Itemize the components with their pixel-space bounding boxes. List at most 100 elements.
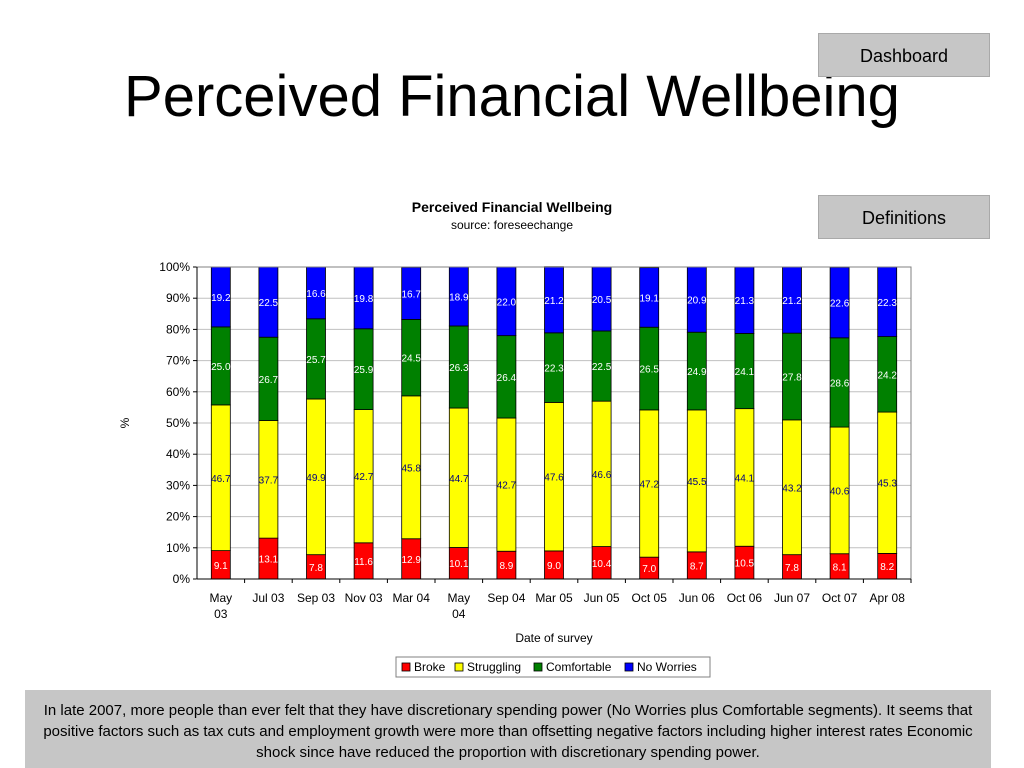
x-tick-label: Mar 04 — [393, 591, 431, 605]
stacked-bar-chart: Perceived Financial Wellbeing source: fo… — [118, 199, 912, 678]
x-tick-label: Jun 05 — [584, 591, 620, 605]
data-label-broke: 7.0 — [642, 564, 656, 575]
data-label-no-worries: 16.7 — [401, 289, 421, 300]
y-tick-label: 0% — [173, 572, 191, 586]
x-tick-label: May — [447, 591, 470, 605]
data-label-comfortable: 25.7 — [306, 355, 326, 366]
data-label-struggling: 46.7 — [211, 474, 231, 485]
commentary-box: In late 2007, more people than ever felt… — [25, 690, 991, 768]
data-label-struggling: 42.7 — [354, 472, 374, 483]
legend-swatch-struggling — [454, 662, 464, 672]
data-label-broke: 8.7 — [690, 561, 704, 572]
bar-segment-no-worries — [639, 267, 660, 328]
data-label-no-worries: 22.5 — [259, 298, 279, 309]
data-label-broke: 10.1 — [449, 559, 469, 570]
data-label-broke: 8.1 — [833, 562, 847, 573]
x-tick-label: Oct 05 — [632, 591, 668, 605]
data-label-no-worries: 19.8 — [354, 294, 374, 305]
data-label-struggling: 46.6 — [592, 470, 612, 481]
y-tick-label: 80% — [166, 322, 190, 336]
data-label-comfortable: 27.8 — [782, 373, 802, 384]
x-tick-label: Oct 06 — [727, 591, 763, 605]
y-tick-label: 20% — [166, 510, 190, 524]
data-label-broke: 8.2 — [880, 562, 894, 573]
data-label-struggling: 47.2 — [639, 480, 659, 491]
axes: 0% 10% 20% 30% 40% 50% 60% 70% 80% 90% 100% May 03 Ju… — [159, 260, 912, 621]
data-label-comfortable: 26.3 — [449, 363, 469, 374]
legend: Broke Struggling Comfortable No Worries — [395, 656, 711, 678]
data-label-struggling: 47.6 — [544, 473, 564, 484]
data-label-broke: 7.8 — [309, 563, 323, 574]
x-tick-label: 04 — [452, 607, 466, 621]
x-tick-label: Jul 03 — [252, 591, 284, 605]
legend-box — [395, 656, 711, 678]
x-tick-label: Sep 04 — [487, 591, 525, 605]
data-label-struggling: 44.7 — [449, 474, 469, 485]
data-label-comfortable: 24.2 — [877, 370, 897, 381]
data-label-broke: 9.0 — [547, 561, 561, 572]
y-tick-label: 30% — [166, 478, 190, 492]
x-tick-label: Jun 06 — [679, 591, 715, 605]
data-label-comfortable: 26.7 — [259, 375, 279, 386]
y-tick-label: 70% — [166, 354, 190, 368]
data-label-struggling: 42.7 — [497, 481, 517, 492]
data-label-comfortable: 28.6 — [830, 378, 850, 389]
data-label-broke: 10.5 — [735, 559, 755, 570]
y-tick-label: 60% — [166, 385, 190, 399]
data-label-broke: 12.9 — [401, 555, 421, 566]
data-label-no-worries: 22.6 — [830, 299, 850, 310]
definitions-button[interactable]: Definitions — [818, 195, 990, 239]
data-label-comfortable: 22.5 — [592, 362, 612, 373]
data-label-comfortable: 24.1 — [735, 367, 755, 378]
chart-title: Perceived Financial Wellbeing — [412, 199, 612, 215]
x-tick-label: Mar 05 — [535, 591, 573, 605]
y-tick-label: 100% — [159, 260, 190, 274]
legend-label-broke: Broke — [414, 660, 446, 674]
commentary-text: In late 2007, more people than ever felt… — [43, 702, 973, 761]
x-tick-label: Oct 07 — [822, 591, 858, 605]
legend-label-struggling: Struggling — [467, 660, 521, 674]
legend-label-comfortable: Comfortable — [546, 660, 612, 674]
data-label-broke: 8.9 — [499, 561, 513, 572]
data-label-no-worries: 20.5 — [592, 295, 612, 306]
y-axis-title: % — [118, 417, 132, 428]
data-label-broke: 10.4 — [592, 559, 612, 570]
data-label-comfortable: 25.0 — [211, 362, 231, 373]
data-label-no-worries: 21.2 — [782, 296, 802, 307]
data-label-struggling: 45.5 — [687, 477, 707, 488]
data-label-struggling: 45.8 — [401, 463, 421, 474]
x-tick-label: Apr 08 — [870, 591, 906, 605]
data-label-no-worries: 21.2 — [544, 296, 564, 307]
data-label-struggling: 44.1 — [735, 473, 755, 484]
x-axis-title: Date of survey — [515, 631, 592, 645]
data-label-no-worries: 21.3 — [735, 296, 755, 307]
x-tick-label: Sep 03 — [297, 591, 335, 605]
data-label-comfortable: 26.4 — [497, 373, 517, 384]
data-label-struggling: 40.6 — [830, 486, 850, 497]
y-tick-label: 10% — [166, 541, 190, 555]
data-label-comfortable: 26.5 — [639, 365, 659, 376]
data-label-comfortable: 22.3 — [544, 364, 564, 375]
x-tick-label: Nov 03 — [345, 591, 383, 605]
chart-subtitle: source: foreseechange — [451, 218, 573, 232]
legend-swatch-no-worries — [624, 662, 634, 672]
data-label-no-worries: 22.3 — [877, 298, 897, 309]
data-label-no-worries: 18.9 — [449, 292, 469, 303]
data-label-no-worries: 19.1 — [639, 293, 659, 304]
x-tick-label: May — [209, 591, 232, 605]
data-label-struggling: 37.7 — [259, 475, 279, 486]
data-label-struggling: 49.9 — [306, 473, 326, 484]
legend-swatch-broke — [401, 662, 411, 672]
data-label-no-worries: 22.0 — [497, 297, 517, 308]
page-title: Perceived Financial Wellbeing — [124, 64, 900, 129]
legend-swatch-comfortable — [533, 662, 543, 672]
data-label-no-worries: 20.9 — [687, 296, 707, 307]
data-label-no-worries: 19.2 — [211, 293, 231, 304]
data-label-comfortable: 24.9 — [687, 367, 707, 378]
y-tick-label: 40% — [166, 447, 190, 461]
bars: 9.1 46.7 25.0 19.2 13.1 37.7 26.7 22.5 7.8 49.9 25… — [210, 266, 897, 580]
dashboard-button[interactable]: Dashboard — [818, 33, 990, 77]
y-tick-label: 90% — [166, 291, 190, 305]
data-label-broke: 11.6 — [354, 557, 373, 568]
data-label-comfortable: 24.5 — [401, 354, 421, 365]
